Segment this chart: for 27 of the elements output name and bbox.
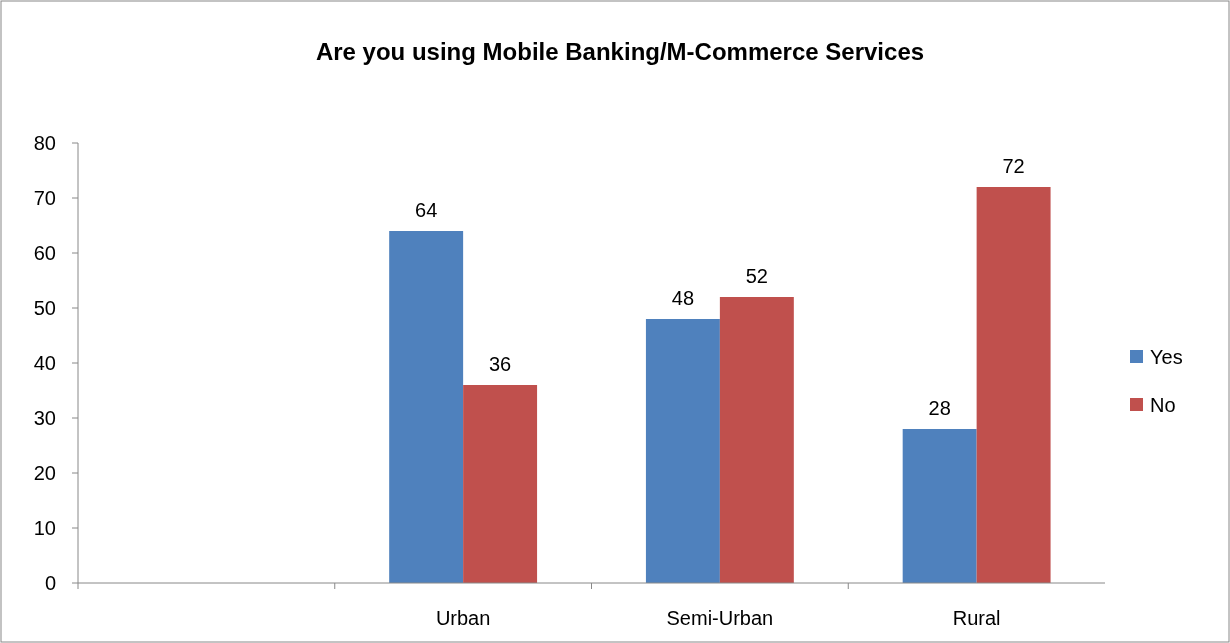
x-tick-label: Semi-Urban (666, 607, 774, 629)
data-label: 28 (928, 397, 951, 419)
data-label: 64 (415, 199, 438, 221)
y-tick-label: 30 (33, 407, 56, 429)
bar (389, 231, 464, 583)
y-tick-label: 80 (33, 132, 56, 154)
data-label: 36 (488, 353, 512, 375)
data-label: 72 (1002, 155, 1025, 177)
data-label: 48 (671, 287, 695, 309)
data-label: 52 (745, 265, 768, 287)
y-tick-label: 40 (33, 352, 56, 374)
bar (645, 319, 720, 583)
y-tick-label: 50 (33, 297, 56, 319)
x-tick-label: Rural (952, 607, 1001, 629)
y-tick-label: 10 (33, 517, 56, 539)
legend-label: No (1150, 394, 1176, 416)
x-tick-label: Urban (435, 607, 491, 629)
bar (719, 297, 794, 583)
y-tick-label: 60 (33, 242, 56, 264)
chart-title: Are you using Mobile Banking/M-Commerce Services (315, 38, 925, 65)
y-tick-label: 0 (44, 572, 56, 594)
y-tick-label: 70 (33, 187, 56, 209)
legend-label: Yes (1150, 346, 1183, 368)
y-tick-label: 20 (33, 462, 56, 484)
bar (463, 385, 538, 583)
bar (902, 429, 977, 583)
bar (976, 187, 1051, 583)
